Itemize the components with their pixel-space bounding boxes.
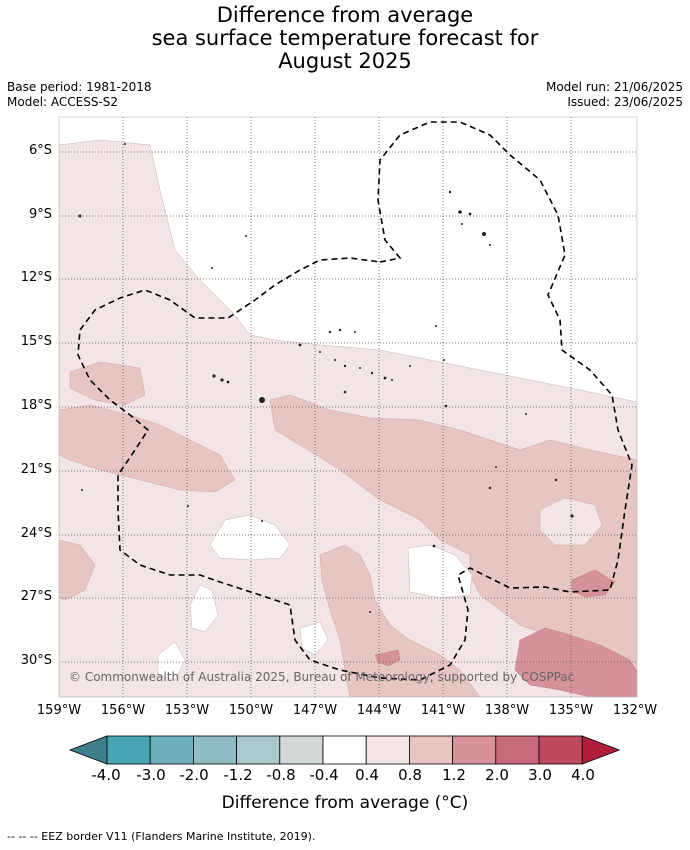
model-run: Model run: 21/06/2025 <box>545 80 683 94</box>
colorbar-label: Difference from average (°C) <box>221 793 469 813</box>
lat-label: 30°S <box>20 653 52 668</box>
lat-label: 12°S <box>20 270 52 285</box>
colorbar-swatch <box>495 735 540 765</box>
lon-label: 156°W <box>100 703 146 718</box>
anomaly-region-1.2-2.0 <box>374 649 401 667</box>
lon-label: 159°W <box>36 703 82 718</box>
lat-label: 27°S <box>20 589 52 604</box>
issued-date: Issued: 23/06/2025 <box>567 95 683 109</box>
lon-label: 138°W <box>484 703 530 718</box>
colorbar-swatch <box>408 735 453 765</box>
colorbar-tick: -1.2 <box>223 766 253 784</box>
anomaly-region-neutral <box>157 641 186 681</box>
colorbar-tick: 4.0 <box>571 766 595 784</box>
colorbar-tick: 1.2 <box>442 766 466 784</box>
colorbar-tick: -0.4 <box>309 766 339 784</box>
islands <box>78 143 574 613</box>
lat-label: 6°S <box>28 143 52 158</box>
colorbar-swatch <box>149 735 194 765</box>
lat-label: 21°S <box>20 462 52 477</box>
lon-label: 135°W <box>548 703 594 718</box>
lat-label: 15°S <box>20 334 52 349</box>
colorbar-tick: 0.8 <box>398 766 422 784</box>
map-frame <box>58 116 638 698</box>
lon-label: 147°W <box>292 703 338 718</box>
lat-label: 18°S <box>20 398 52 413</box>
lon-label: 144°W <box>356 703 402 718</box>
map-fill-layer <box>59 139 637 697</box>
model-name: Model: ACCESS-S2 <box>7 95 119 109</box>
lat-label: 24°S <box>20 526 52 541</box>
colorbar-tick: 0.4 <box>355 766 379 784</box>
colorbar-swatch <box>192 735 237 765</box>
anomaly-region-neutral <box>209 514 291 561</box>
gridlines <box>59 117 637 697</box>
colorbar-tick: 3.0 <box>528 766 552 784</box>
lon-label: 150°W <box>228 703 274 718</box>
colorbar-swatch <box>538 735 583 765</box>
copyright-text: © Commonwealth of Australia 2025, Bureau… <box>69 670 574 684</box>
anomaly-region-0.8-1.2 <box>69 361 146 406</box>
anomaly-region-neutral <box>189 584 219 633</box>
anomaly-region-0.8-1.2 <box>59 404 236 493</box>
meta-left: Base period: 1981-2018 Model: ACCESS-S2 <box>7 80 152 110</box>
colorbar-swatch <box>106 735 151 765</box>
colorbar-tick: 2.0 <box>485 766 509 784</box>
colorbar-extend-high <box>581 735 621 765</box>
title-line-1: Difference from average <box>216 3 474 27</box>
title-line-2: sea surface temperature forecast for <box>151 26 539 50</box>
colorbar-tick: -2.0 <box>179 766 209 784</box>
anomaly-region-1.2-2.0 <box>514 627 637 697</box>
colorbar-swatch <box>279 735 324 765</box>
colorbar-tick: -3.0 <box>136 766 166 784</box>
title-line-3: August 2025 <box>278 49 412 73</box>
anomaly-region-0.8-1.2 <box>59 539 96 601</box>
lon-label: 132°W <box>612 703 658 718</box>
anomaly-region-0.8-1.2 <box>319 544 481 697</box>
base-period: Base period: 1981-2018 <box>7 80 152 94</box>
colorbar-swatch <box>365 735 410 765</box>
lat-label: 9°S <box>28 207 52 222</box>
lon-label: 153°W <box>164 703 210 718</box>
eez-footer-note: -- -- -- EEZ border V11 (Flanders Marine… <box>7 830 316 843</box>
colorbar-swatch <box>236 735 281 765</box>
colorbar-tick: -0.8 <box>266 766 296 784</box>
colorbar-swatch <box>322 735 367 765</box>
colorbar-extend-low <box>68 735 108 765</box>
meta-right: Model run: 21/06/2025 Issued: 23/06/2025 <box>546 80 683 110</box>
colorbar-swatch <box>452 735 497 765</box>
lon-label: 141°W <box>420 703 466 718</box>
anomaly-region-neutral <box>299 621 329 656</box>
colorbar-tick: -4.0 <box>91 766 121 784</box>
colorbar <box>68 735 621 765</box>
